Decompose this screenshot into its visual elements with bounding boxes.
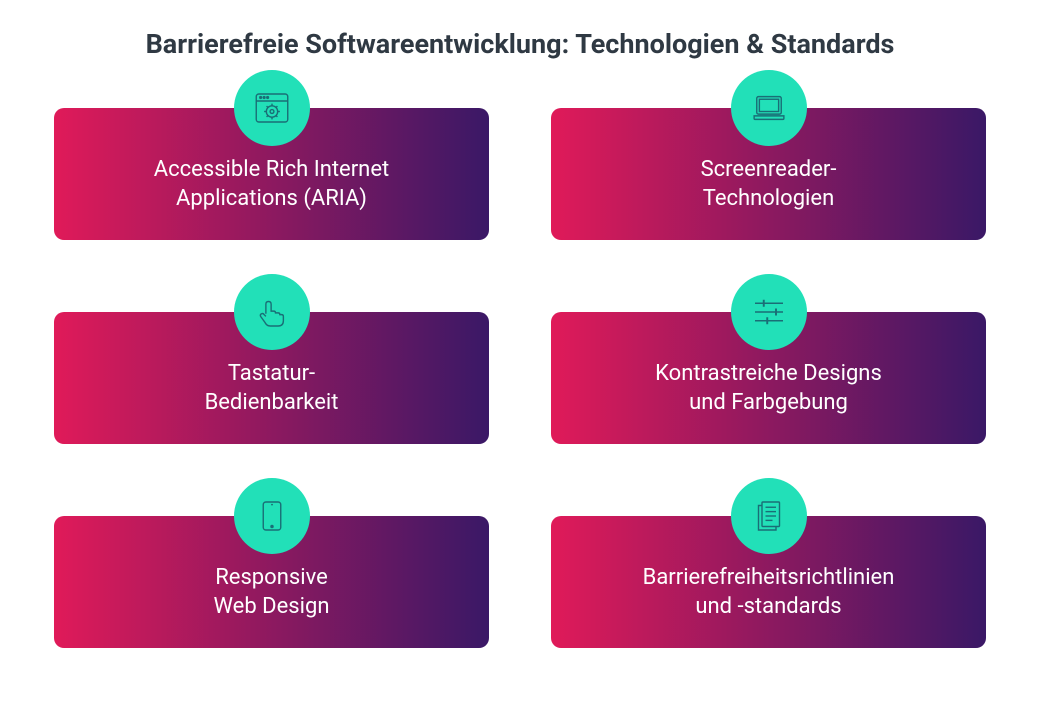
card-label: Barrierefreiheitsrichtlinien und -standa… [643, 563, 895, 622]
card-label: Responsive Web Design [214, 563, 330, 622]
card-label: Accessible Rich Internet Applications (A… [154, 155, 389, 214]
laptop-icon [731, 70, 807, 146]
card-grid: Accessible Rich Internet Applications (A… [36, 108, 1004, 648]
card-label: Kontrastreiche Designs und Farbgebung [655, 359, 882, 418]
card-1: Screenreader- Technologien [551, 108, 986, 240]
sliders-icon [731, 274, 807, 350]
card-3: Kontrastreiche Designs und Farbgebung [551, 312, 986, 444]
card-4: Responsive Web Design [54, 516, 489, 648]
card-0: Accessible Rich Internet Applications (A… [54, 108, 489, 240]
browser-gear-icon [234, 70, 310, 146]
page-title: Barrierefreie Softwareentwicklung: Techn… [36, 28, 1004, 60]
pointer-hand-icon [234, 274, 310, 350]
card-2: Tastatur- Bedienbarkeit [54, 312, 489, 444]
card-label: Screenreader- Technologien [701, 155, 837, 214]
card-5: Barrierefreiheitsrichtlinien und -standa… [551, 516, 986, 648]
card-label: Tastatur- Bedienbarkeit [205, 359, 339, 418]
documents-icon [731, 478, 807, 554]
tablet-icon [234, 478, 310, 554]
